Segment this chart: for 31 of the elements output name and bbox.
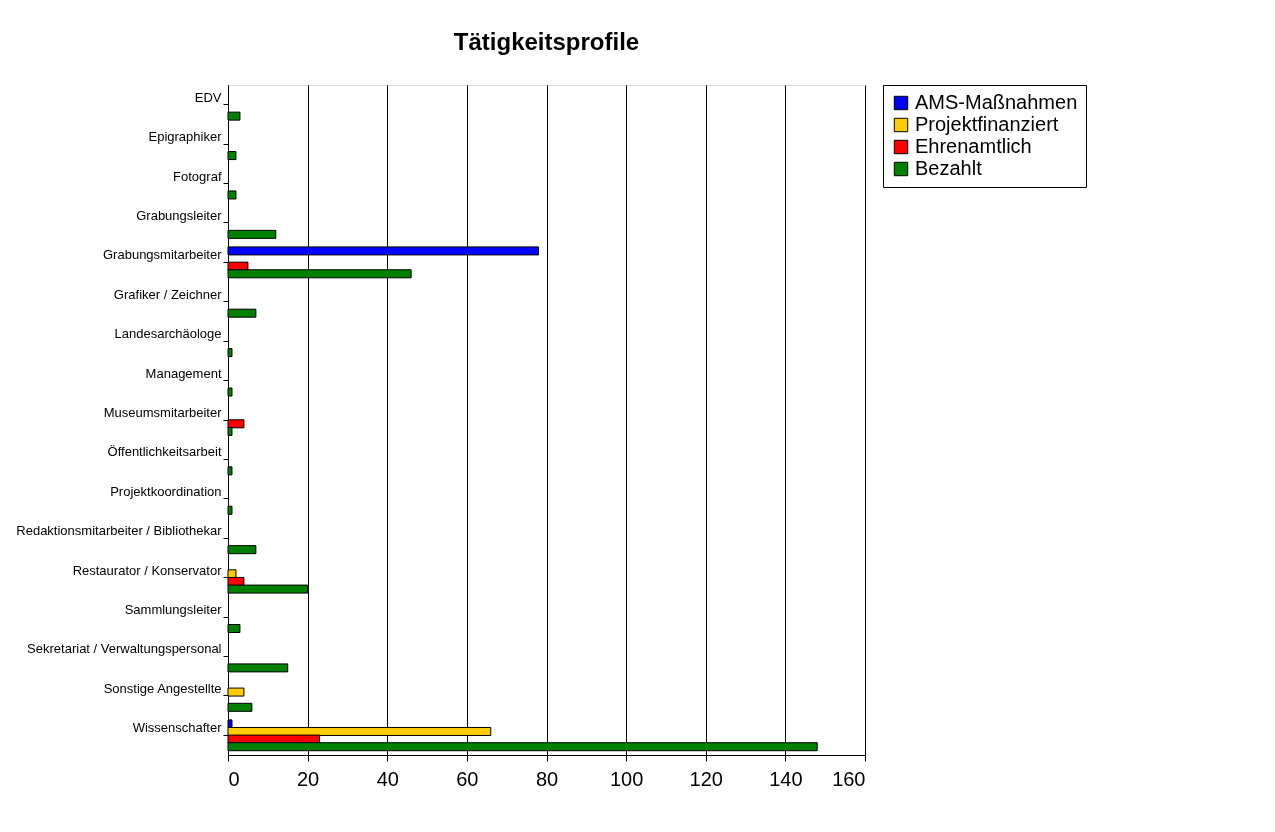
y-tick-label: Sonstige Angestellte <box>103 680 222 696</box>
x-tick-label: 0 <box>228 767 240 790</box>
y-tick-label: Sekretariat / Verwaltungspersonal <box>27 641 222 657</box>
y-tick-label: Grabungsmitarbeiter <box>103 247 223 263</box>
x-tick-label: 20 <box>297 767 320 790</box>
x-tick-label: 40 <box>376 767 399 790</box>
y-tick-label: Grafiker / Zeichner <box>113 286 223 302</box>
legend-label: Ehrenamtlich <box>915 135 1032 157</box>
y-tick-label: Fotograf <box>173 168 222 184</box>
y-tick-label: Restaurator / Konservator <box>72 562 223 578</box>
chart-title: Tätigkeitsprofile <box>453 27 640 55</box>
legend-label: Projektfinanziert <box>915 113 1059 135</box>
x-tick-label: 160 <box>832 767 866 790</box>
y-tick-label: EDV <box>194 89 222 105</box>
x-tick-label: 120 <box>689 767 723 790</box>
x-tick-label: 140 <box>769 767 803 790</box>
y-tick-label: Projektkoordination <box>110 483 222 499</box>
x-tick-label: 100 <box>609 767 644 790</box>
y-tick-label: Wissenschafter <box>132 720 223 736</box>
y-tick-label: Öffentlichkeitsarbeit <box>107 444 222 460</box>
legend-label: AMS-Maßnahmen <box>915 91 1078 113</box>
x-tick-label: 80 <box>535 767 559 790</box>
y-tick-label: Sammlungsleiter <box>124 602 223 618</box>
y-tick-label: Management <box>145 365 222 381</box>
y-tick-label: Grabungsleiter <box>136 207 223 223</box>
y-tick-label: Landesarchäologe <box>114 326 222 342</box>
legend-label: Bezahlt <box>915 157 983 179</box>
x-tick-label: 60 <box>456 767 479 790</box>
y-tick-label: Redaktionsmitarbeiter / Bibliothekar <box>16 523 223 539</box>
y-tick-label: Epigraphiker <box>148 129 223 145</box>
y-tick-label: Museumsmitarbeiter <box>103 405 223 420</box>
